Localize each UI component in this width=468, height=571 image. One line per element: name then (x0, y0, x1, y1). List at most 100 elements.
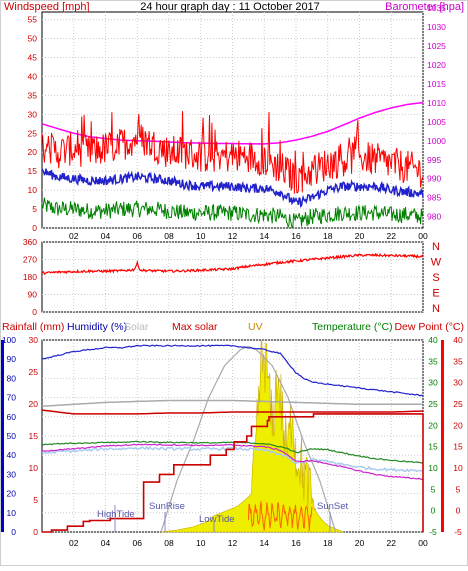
apparent-temp-line (41, 445, 424, 473)
dew-tick--5: -5 (454, 527, 462, 537)
wind-left-tick-10: 10 (28, 185, 38, 195)
dir-left-tick-270: 270 (23, 255, 37, 265)
dir-compass-4: N (432, 303, 440, 315)
rain-tick-80: 80 (7, 373, 17, 383)
temp-tick-40: 40 (428, 335, 438, 345)
wind-left-tick-30: 30 (28, 109, 38, 119)
temp-tick-10: 10 (428, 463, 438, 473)
wind-left-axis-label: Windspeed [mph] (4, 1, 90, 13)
dir-compass-3: E (432, 288, 439, 300)
rainfall-line (42, 413, 423, 533)
dew-tick-0: 0 (456, 506, 461, 516)
rain-tick-70: 70 (7, 393, 17, 403)
uv-line (247, 501, 313, 532)
sunset-label: SunSet (317, 501, 349, 512)
wind-series (41, 101, 424, 229)
direction-series (41, 252, 424, 275)
legend-uv: UV (248, 321, 263, 333)
rain-tick-0: 0 (11, 527, 16, 537)
humidity-tick-0: 0 (33, 527, 38, 537)
wind-x-tick-02: 02 (69, 231, 79, 241)
humidity-line (41, 344, 424, 397)
wind-left-tick-55: 55 (28, 15, 38, 25)
baro-right-tick-980: 980 (427, 212, 441, 222)
hightide-label: HighTide (97, 509, 135, 520)
solar-area (161, 340, 344, 533)
dewpoint-line (41, 443, 424, 481)
combo-x-tick-12: 12 (228, 538, 238, 548)
baro-right-tick-985: 985 (427, 193, 441, 203)
chart-title: 24 hour graph day : 11 October 2017 (140, 1, 320, 13)
legend-max-solar: Max solar (172, 321, 218, 333)
temp-tick-0: 0 (431, 506, 436, 516)
baro-right-tick-995: 995 (427, 155, 441, 165)
dir-left-tick-360: 360 (23, 237, 37, 247)
wind-x-tick-20: 20 (355, 231, 365, 241)
wind-x-tick-10: 10 (196, 231, 206, 241)
temperature-line (41, 440, 424, 464)
baro-right-tick-1035: 1035 (427, 3, 446, 13)
wind-left-tick-35: 35 (28, 90, 38, 100)
combo-x-tick-10: 10 (196, 538, 206, 548)
wind-x-tick-04: 04 (101, 231, 111, 241)
wind-x-tick-16: 16 (291, 231, 301, 241)
combo-series (41, 340, 424, 533)
humidity-tick-30: 30 (29, 335, 39, 345)
combo-x-tick-00: 00 (418, 538, 428, 548)
temp-tick--5: -5 (429, 527, 437, 537)
dewpoint-axis-strip (441, 340, 444, 532)
combo-x-tick-18: 18 (323, 538, 333, 548)
humidity-tick-25: 25 (29, 367, 39, 377)
dew-tick-40: 40 (453, 335, 463, 345)
combo-x-tick-04: 04 (101, 538, 111, 548)
baro-right-tick-1005: 1005 (427, 117, 446, 127)
combo-x-tick-16: 16 (291, 538, 301, 548)
combo-x-tick-22: 22 (387, 538, 397, 548)
dew-tick-35: 35 (453, 356, 463, 366)
rain-tick-40: 40 (7, 450, 17, 460)
wind-x-tick-08: 08 (164, 231, 174, 241)
dir-left-tick-90: 90 (28, 290, 38, 300)
wind-minimum-line (41, 197, 424, 229)
legend-temperature: Temperature (°C) (312, 321, 393, 333)
baro-right-tick-1025: 1025 (427, 41, 446, 51)
wind-direction-line (41, 252, 424, 275)
dew-tick-5: 5 (456, 484, 461, 494)
legend-dew-point: Dew Point (°C) (394, 321, 464, 333)
wind-x-tick-00: 00 (418, 231, 428, 241)
humidity-tick-10: 10 (29, 463, 39, 473)
dir-left-tick-0: 0 (32, 307, 37, 317)
legend-solar: Solar (124, 321, 149, 333)
wind-x-tick-18: 18 (323, 231, 333, 241)
baro-right-tick-990: 990 (427, 174, 441, 184)
wind-x-tick-22: 22 (387, 231, 397, 241)
humidity-tick-5: 5 (33, 495, 38, 505)
rain-tick-100: 100 (2, 335, 16, 345)
combo-x-tick-06: 06 (133, 538, 143, 548)
dew-tick-25: 25 (453, 399, 463, 409)
dir-compass-1: W (431, 257, 442, 269)
dir-compass-2: S (432, 272, 439, 284)
rain-tick-10: 10 (7, 508, 17, 518)
dew-tick-30: 30 (453, 378, 463, 388)
wind-left-tick-50: 50 (28, 34, 38, 44)
rain-tick-20: 20 (7, 489, 17, 499)
rain-tick-30: 30 (7, 469, 17, 479)
wind-average-line (41, 168, 424, 208)
combo-grid (42, 339, 424, 533)
baro-right-tick-1010: 1010 (427, 98, 446, 108)
wind-left-tick-25: 25 (28, 128, 38, 138)
dir-left-tick-180: 180 (23, 272, 37, 282)
lowtide-label: LowTide (199, 514, 235, 525)
wind-x-tick-06: 06 (133, 231, 143, 241)
wind-right-axis-label: Barometer [hpa] (385, 1, 464, 13)
rain-axis-strip (1, 340, 4, 532)
rain-tick-50: 50 (7, 431, 17, 441)
baro-right-tick-1015: 1015 (427, 79, 446, 89)
baro-right-tick-1030: 1030 (427, 22, 446, 32)
red-trace-line (41, 409, 424, 415)
dew-tick-10: 10 (453, 463, 463, 473)
